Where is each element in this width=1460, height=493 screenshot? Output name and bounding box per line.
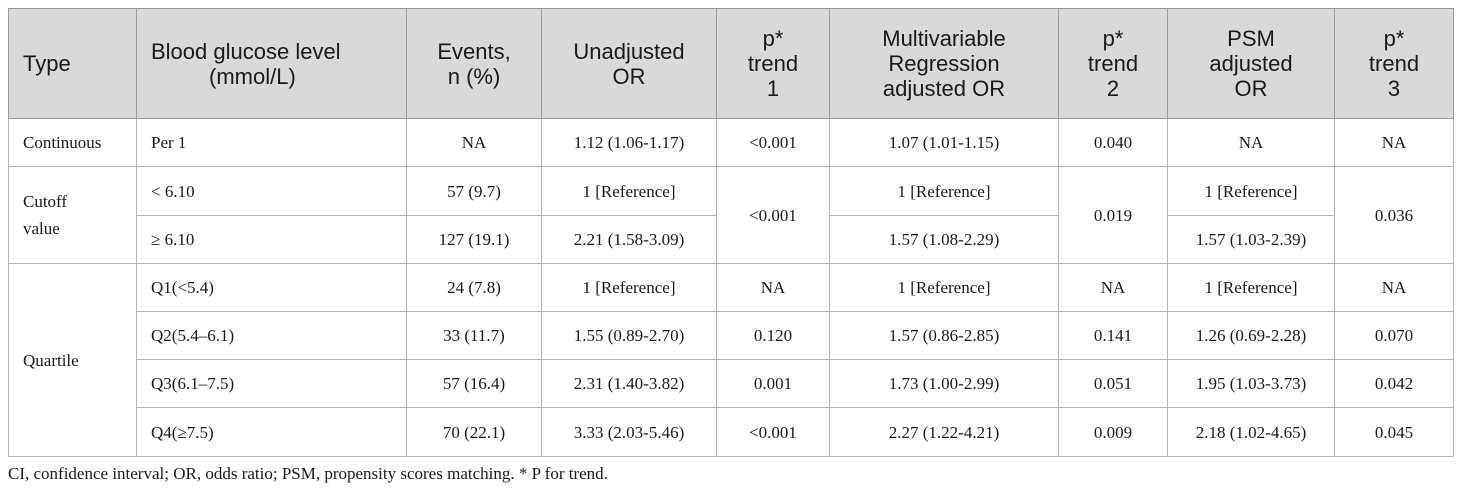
cell-psm: 1.57 (1.03-2.39) [1167, 215, 1335, 264]
cell-p1: 0.001 [716, 359, 830, 408]
header-p-trend-3: p* trend 3 [1334, 8, 1454, 119]
cell-p3: 0.036 [1334, 166, 1454, 264]
header-psm-or: PSM adjusted OR [1167, 8, 1335, 119]
table-row: Continuous Per 1 NA 1.12 (1.06-1.17) <0.… [8, 118, 1454, 167]
cell-p1: <0.001 [716, 407, 830, 457]
cell-p1: NA [716, 263, 830, 312]
cell-multivariable: 1.57 (0.86-2.85) [829, 311, 1059, 360]
cell-psm: 1.26 (0.69-2.28) [1167, 311, 1335, 360]
cell-level: Q1(<5.4) [136, 263, 407, 312]
cell-level: Q4(≥7.5) [136, 407, 407, 457]
cell-p1: <0.001 [716, 118, 830, 167]
cell-unadjusted: 1 [Reference] [541, 263, 717, 312]
group-quartile: Quartile [8, 263, 137, 457]
header-glucose: Blood glucose level (mmol/L) [136, 8, 407, 119]
header-p-trend-2: p* trend 2 [1058, 8, 1168, 119]
cell-unadjusted: 2.21 (1.58-3.09) [541, 215, 717, 264]
table-row: Q2(5.4–6.1) 33 (11.7) 1.55 (0.89-2.70) 0… [9, 311, 1454, 360]
cell-p3: 0.045 [1334, 407, 1454, 457]
cell-level: Q3(6.1–7.5) [136, 359, 407, 408]
cell-multivariable: 1.57 (1.08-2.29) [829, 215, 1059, 264]
cell-unadjusted: 2.31 (1.40-3.82) [541, 359, 717, 408]
cell-p1: <0.001 [716, 166, 830, 264]
table-row: Q4(≥7.5) 70 (22.1) 3.33 (2.03-5.46) <0.0… [9, 407, 1454, 457]
cell-psm: NA [1167, 118, 1335, 167]
cell-p3: 0.042 [1334, 359, 1454, 408]
header-p-trend-1: p* trend 1 [716, 8, 830, 119]
cell-p2: 0.009 [1058, 407, 1168, 457]
cell-psm: 1 [Reference] [1167, 263, 1335, 312]
cell-multivariable: 1 [Reference] [829, 263, 1059, 312]
cell-level: Per 1 [136, 118, 407, 167]
cell-level: ≥ 6.10 [136, 215, 407, 264]
cell-psm: 1 [Reference] [1167, 166, 1335, 216]
header-row: Type Blood glucose level (mmol/L) Events,… [8, 8, 1454, 119]
table-row: Q3(6.1–7.5) 57 (16.4) 2.31 (1.40-3.82) 0… [9, 359, 1454, 408]
cell-multivariable: 1 [Reference] [829, 166, 1059, 216]
cell-multivariable: 2.27 (1.22-4.21) [829, 407, 1059, 457]
cell-events: 57 (9.7) [406, 166, 542, 216]
cell-unadjusted: 1.55 (0.89-2.70) [541, 311, 717, 360]
cell-p2: 0.040 [1058, 118, 1168, 167]
cell-p3: NA [1334, 263, 1454, 312]
cell-unadjusted: 1 [Reference] [541, 166, 717, 216]
table-row: ≥ 6.10 127 (19.1) 2.21 (1.58-3.09) 1.57 … [9, 215, 1454, 264]
cell-p2: NA [1058, 263, 1168, 312]
header-events: Events, n (%) [406, 8, 542, 119]
header-unadjusted-or: Unadjusted OR [541, 8, 717, 119]
cell-events: 24 (7.8) [406, 263, 542, 312]
cell-p2: 0.051 [1058, 359, 1168, 408]
cell-events: 127 (19.1) [406, 215, 542, 264]
cell-events: 57 (16.4) [406, 359, 542, 408]
cell-level: < 6.10 [136, 166, 407, 216]
cell-p2: 0.141 [1058, 311, 1168, 360]
cell-unadjusted: 1.12 (1.06-1.17) [541, 118, 717, 167]
table-row: Cutoff value < 6.10 57 (9.7) 1 [Reference… [8, 166, 1454, 264]
cell-unadjusted: 3.33 (2.03-5.46) [541, 407, 717, 457]
cell-multivariable: 1.73 (1.00-2.99) [829, 359, 1059, 408]
cell-p2: 0.019 [1058, 166, 1168, 264]
cell-psm: 2.18 (1.02-4.65) [1167, 407, 1335, 457]
header-multivariable-or: Multivariable Regression adjusted OR [829, 8, 1059, 119]
group-cutoff: Cutoff value [8, 166, 137, 264]
cell-p3: 0.070 [1334, 311, 1454, 360]
group-continuous: Continuous [8, 118, 137, 167]
cell-multivariable: 1.07 (1.01-1.15) [829, 118, 1059, 167]
results-table: Type Blood glucose level (mmol/L) Events,… [8, 8, 1454, 457]
cell-p1: 0.120 [716, 311, 830, 360]
table-footnote: CI, confidence interval; OR, odds ratio;… [8, 464, 608, 483]
cell-level: Q2(5.4–6.1) [136, 311, 407, 360]
cell-p3: NA [1334, 118, 1454, 167]
table-row: Quartile Q1(<5.4) 24 (7.8) 1 [Reference]… [8, 263, 1454, 457]
cell-psm: 1.95 (1.03-3.73) [1167, 359, 1335, 408]
header-type: Type [8, 8, 137, 119]
cell-events: 33 (11.7) [406, 311, 542, 360]
cell-events: 70 (22.1) [406, 407, 542, 457]
cell-events: NA [406, 118, 542, 167]
